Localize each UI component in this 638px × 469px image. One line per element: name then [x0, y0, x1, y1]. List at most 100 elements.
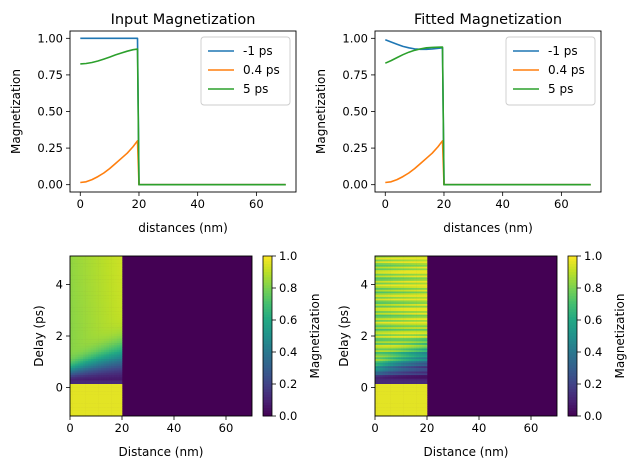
heatmap-cell — [398, 405, 402, 408]
heatmap-cell — [103, 362, 107, 365]
heatmap-cell — [75, 263, 79, 266]
heatmap-cell — [96, 289, 99, 292]
heatmap-cell — [421, 257, 425, 260]
heatmap-cell — [98, 327, 102, 330]
heatmap-cell — [416, 352, 420, 355]
colorbar-segment — [263, 410, 272, 414]
heatmap-cell — [414, 394, 417, 397]
heatmap-cell — [80, 352, 84, 355]
heatmap-cell — [85, 257, 89, 260]
heatmap-cell — [398, 295, 402, 298]
y-axis-label: Delay (ps) — [337, 305, 351, 366]
heatmap-cell — [393, 353, 397, 356]
heatmap-cell — [424, 408, 428, 411]
heatmap-cell — [401, 323, 404, 326]
heatmap-cell — [106, 353, 110, 356]
heatmap-cell — [98, 385, 102, 388]
heatmap-cell — [408, 344, 412, 347]
heatmap-cell — [411, 380, 415, 383]
heatmap-cell — [101, 323, 105, 326]
heatmap-cell — [77, 266, 81, 269]
heatmap-cell — [114, 364, 118, 367]
heatmap-cell — [419, 339, 423, 342]
heatmap-cell — [90, 288, 94, 291]
heatmap-cell — [406, 394, 410, 397]
heatmap-cell — [377, 344, 381, 347]
heatmap-cell — [96, 396, 99, 399]
heatmap-cell — [109, 394, 112, 397]
heatmap-cell — [380, 270, 384, 273]
heatmap-cell — [395, 396, 399, 399]
heatmap-cell — [406, 380, 410, 383]
heatmap-cell — [411, 286, 415, 289]
heatmap-cell — [398, 334, 402, 337]
heatmap-cell — [419, 312, 423, 315]
heatmap-cell — [385, 384, 389, 387]
heatmap-cell — [114, 408, 118, 411]
heatmap-cell — [106, 369, 110, 372]
heatmap-cell — [93, 337, 97, 340]
heatmap-cell — [70, 296, 73, 299]
legend-label: -1 ps — [243, 44, 273, 58]
heatmap-cell — [119, 364, 123, 367]
heatmap-cell — [77, 270, 81, 273]
heatmap-cell — [80, 328, 84, 331]
heatmap-cell — [77, 368, 81, 371]
heatmap-cell — [403, 389, 407, 392]
heatmap-cell — [377, 355, 381, 358]
heatmap-cell — [119, 286, 123, 289]
heatmap-cell — [101, 311, 105, 314]
heatmap-cell — [96, 256, 99, 259]
heatmap-cell — [90, 375, 94, 378]
heatmap-cell — [88, 346, 92, 349]
heatmap-cell — [424, 346, 428, 349]
heatmap-cell — [385, 311, 389, 314]
heatmap-cell — [96, 266, 99, 269]
heatmap-cell — [101, 362, 105, 365]
heatmap-cell — [398, 266, 402, 269]
heatmap-cell — [375, 350, 378, 353]
heatmap-cell — [85, 259, 89, 262]
heatmap-cell — [114, 305, 118, 308]
heatmap-cell — [114, 394, 118, 397]
heatmap-cell — [119, 385, 123, 388]
heatmap-cell — [411, 414, 415, 417]
heatmap-cell — [119, 323, 123, 326]
heatmap-cell — [421, 398, 425, 401]
heatmap-cell — [85, 410, 89, 413]
heatmap-cell — [93, 368, 97, 371]
heatmap-cell — [395, 350, 399, 353]
heatmap-cell — [393, 318, 397, 321]
heatmap-cell — [98, 268, 102, 271]
heatmap-cell — [90, 408, 94, 411]
heatmap-cell — [411, 291, 415, 294]
heatmap-cell — [88, 268, 92, 271]
heatmap-cell — [382, 280, 386, 283]
x-axis-label: distances (nm) — [443, 221, 533, 235]
series-line-3 — [80, 48, 286, 186]
heatmap-cell — [382, 332, 386, 335]
heatmap-cell — [101, 385, 105, 388]
heatmap-cell — [421, 385, 425, 388]
heatmap-cell — [93, 403, 97, 406]
heatmap-cell — [90, 403, 94, 406]
heatmap-cell — [377, 339, 381, 342]
heatmap-cell — [80, 279, 84, 282]
heatmap-cell — [424, 355, 428, 358]
heatmap-cell — [109, 385, 112, 388]
heatmap-cell — [93, 272, 97, 275]
heatmap-cell — [424, 391, 428, 394]
colorbar-tick-label: 0.8 — [279, 281, 297, 295]
heatmap-cell — [382, 311, 386, 314]
heatmap-cell — [70, 328, 73, 331]
heatmap-cell — [385, 355, 389, 358]
colorbar-segment — [568, 413, 577, 417]
heatmap-cell — [90, 282, 94, 285]
heatmap-cell — [375, 291, 378, 294]
heatmap-cell — [93, 327, 97, 330]
heatmap-cell — [393, 360, 397, 363]
heatmap-cell — [119, 412, 123, 415]
heatmap-cell — [111, 304, 115, 307]
heatmap-cell — [103, 389, 107, 392]
heatmap-cell — [380, 346, 384, 349]
